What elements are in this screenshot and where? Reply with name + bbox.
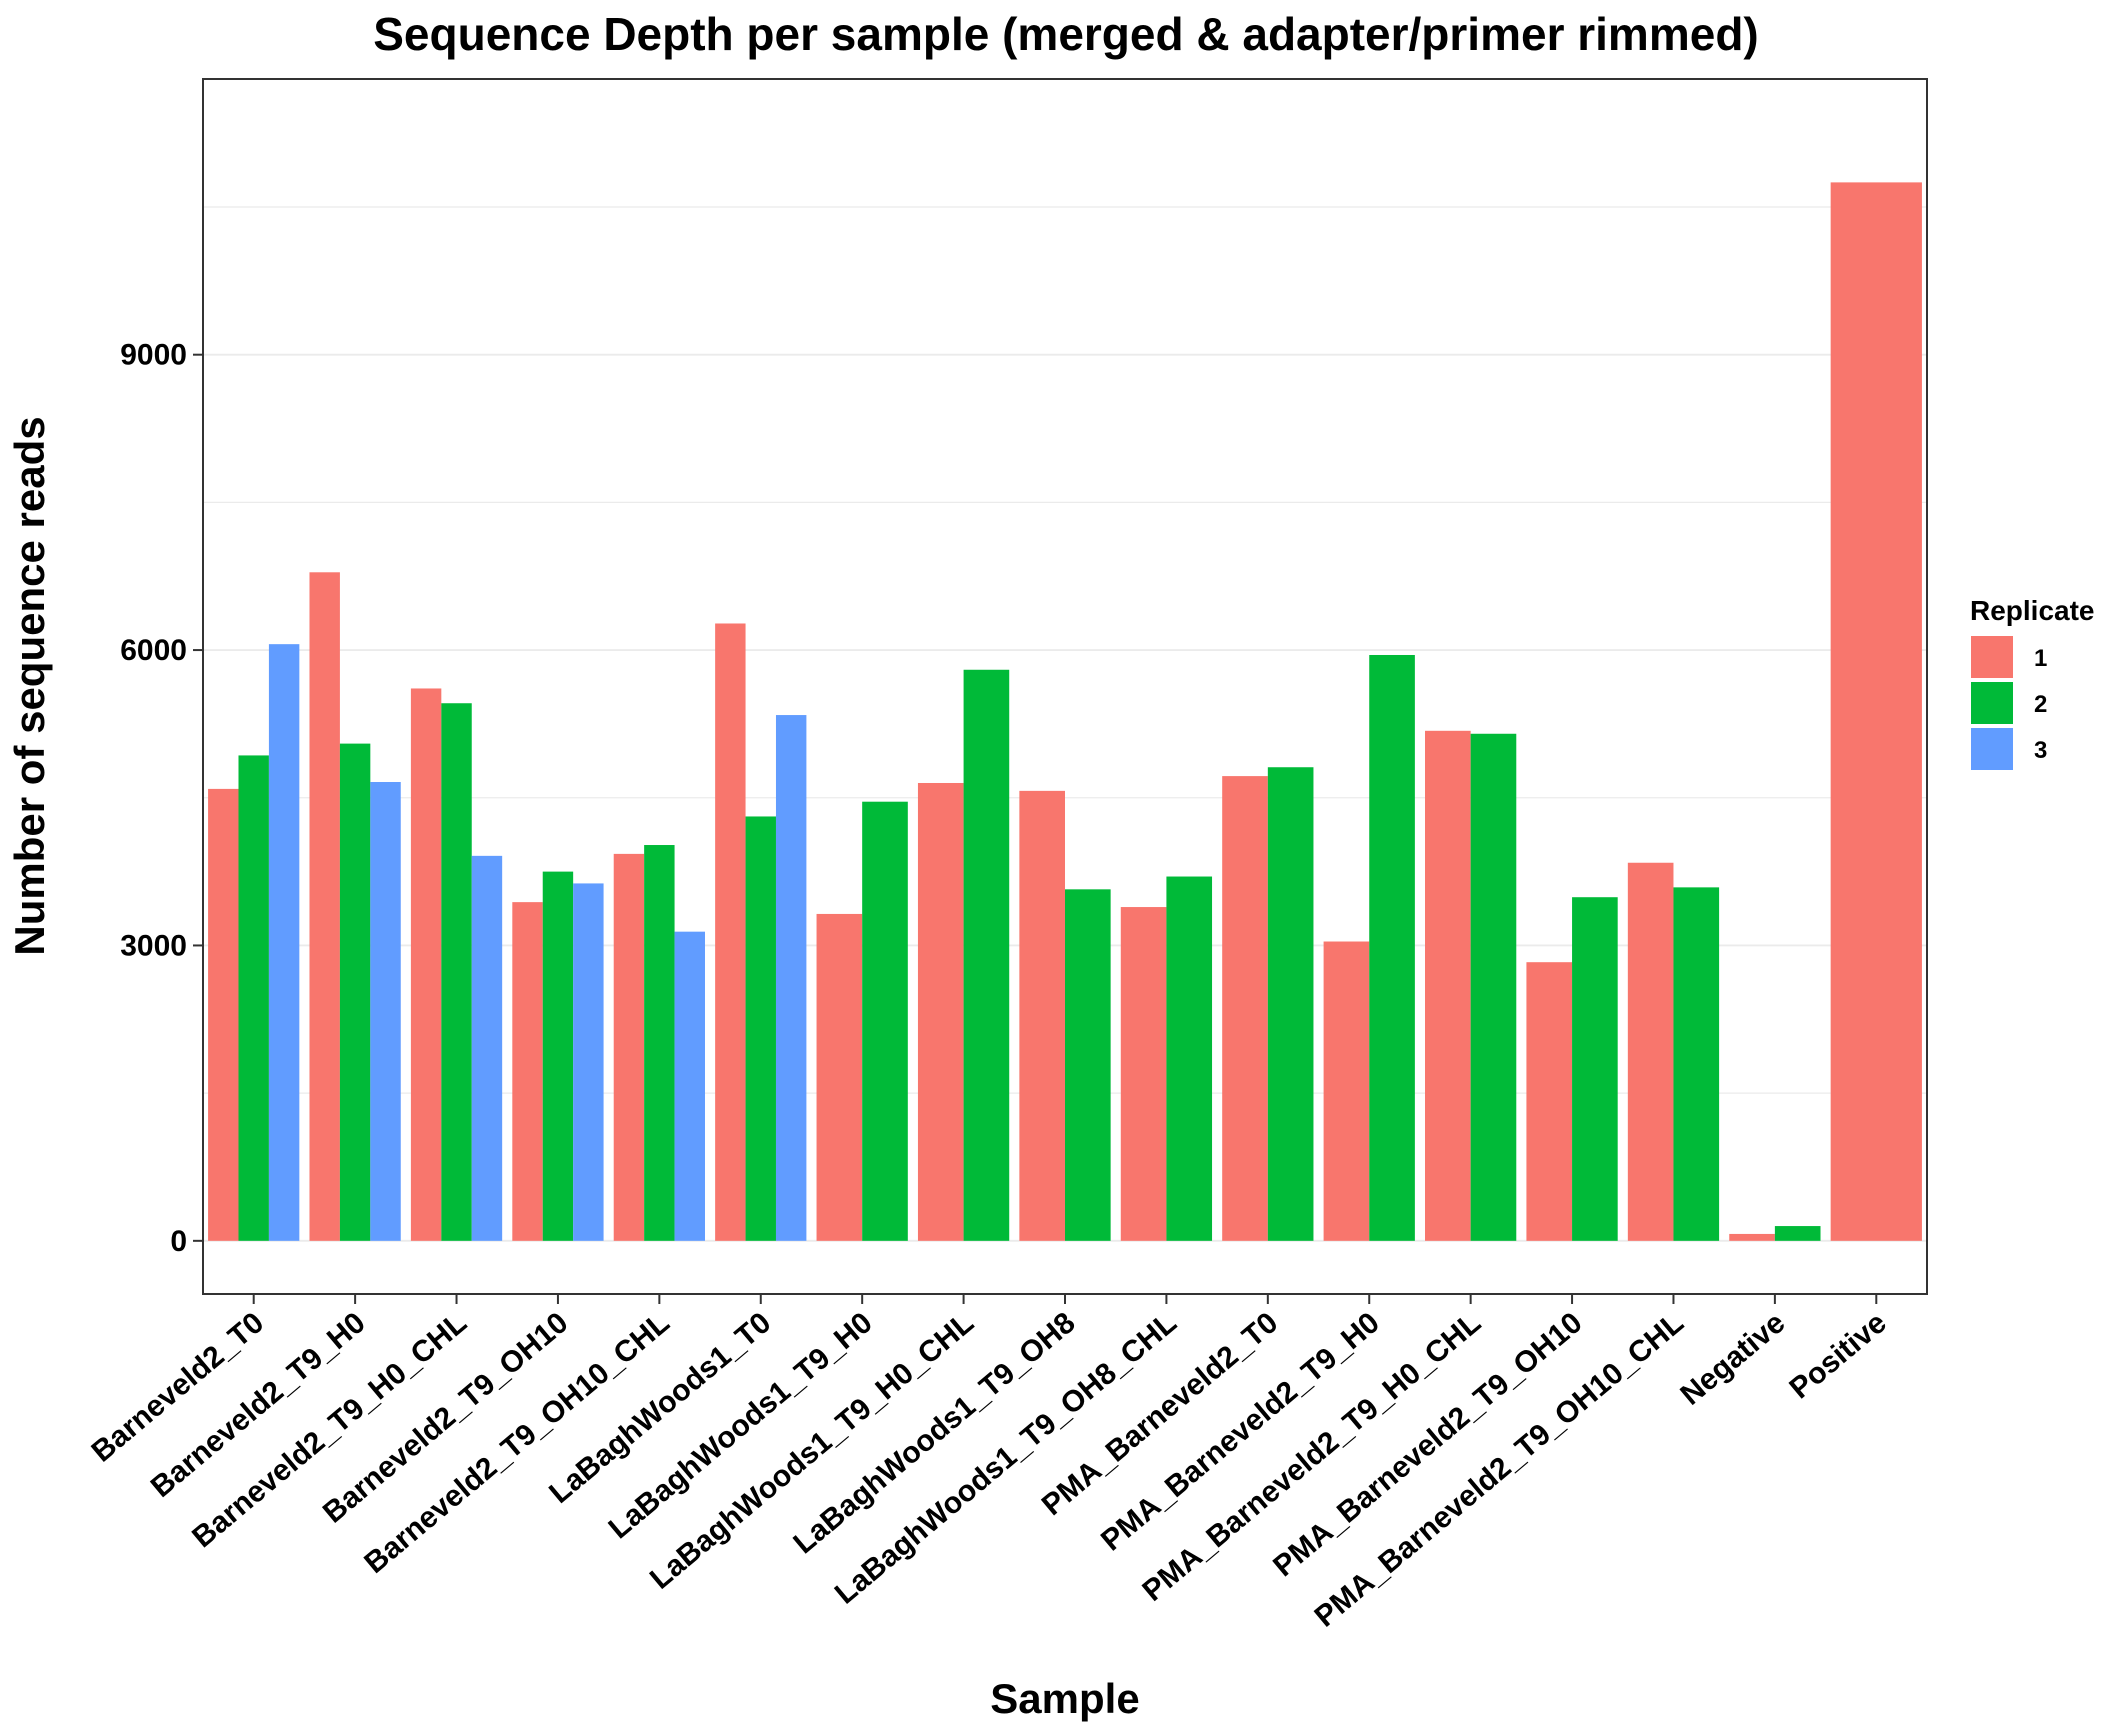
bar-PMA_Barneveld2_T0-rep1: [1222, 776, 1268, 1241]
bar-Barneveld2_T0-rep2: [238, 755, 269, 1241]
bar-Barneveld2_T9_OH10_CHL-rep2: [644, 845, 675, 1241]
bar-PMA_Barneveld2_T9_H0-rep2: [1369, 654, 1415, 1241]
bar-Barneveld2_T9_OH10_CHL-rep1: [613, 853, 645, 1241]
bar-LaBaghWoods1_T9_H0_CHL-rep2: [963, 669, 1010, 1241]
bar-LaBaghWoods1_T9_H0-rep2: [862, 801, 908, 1241]
bar-LaBaghWoods1_T9_H0-rep1: [816, 913, 863, 1241]
legend-label-rep1: 1: [2034, 645, 2047, 672]
bar-PMA_Barneveld2_T9_OH10-rep2: [1572, 897, 1618, 1241]
bar-Barneveld2_T9_H0-rep3: [370, 782, 401, 1241]
bar-LaBaghWoods1_T9_OH8_CHL-rep1: [1120, 907, 1167, 1241]
bar-Positive-rep1: [1830, 182, 1922, 1241]
bar-PMA_Barneveld2_T9_H0_CHL-rep1: [1425, 730, 1471, 1241]
bar-Negative-rep2: [1774, 1226, 1821, 1241]
bar-Barneveld2_T9_OH10-rep3: [573, 883, 604, 1241]
bar-PMA_Barneveld2_T9_OH10-rep1: [1526, 962, 1573, 1241]
bars: [208, 182, 1922, 1241]
legend: Replicate 1 2 3: [1969, 595, 2095, 772]
bar-LaBaghWoods1_T0-rep1: [715, 623, 746, 1241]
y-tick-label: 3000: [120, 929, 187, 962]
bar-LaBaghWoods1_T0-rep2: [745, 816, 776, 1241]
bar-Barneveld2_T0-rep3: [268, 644, 300, 1241]
chart-title: Sequence Depth per sample (merged & adap…: [373, 8, 1759, 60]
bar-LaBaghWoods1_T9_OH8_CHL-rep2: [1166, 876, 1213, 1241]
y-tick-label: 0: [170, 1225, 187, 1258]
legend-key-rep1: [1969, 634, 2015, 680]
y-axis: 0 3000 6000 9000: [120, 339, 203, 1258]
bar-LaBaghWoods1_T0-rep3: [775, 715, 807, 1241]
bar-LaBaghWoods1_T9_H0_CHL-rep1: [917, 782, 964, 1241]
bar-Barneveld2_T9_OH10-rep2: [542, 871, 574, 1241]
bar-Barneveld2_T9_H0-rep2: [339, 743, 371, 1241]
legend-label-rep3: 3: [2034, 737, 2047, 764]
bar-Barneveld2_T9_H0-rep1: [309, 572, 340, 1241]
y-tick-label: 9000: [120, 339, 187, 372]
bar-LaBaghWoods1_T9_OH8-rep2: [1065, 889, 1111, 1241]
legend-key-rep2: [1969, 680, 2015, 726]
bar-PMA_Barneveld2_T0-rep2: [1267, 767, 1314, 1241]
legend-title: Replicate: [1970, 595, 2095, 626]
bar-PMA_Barneveld2_T9_H0-rep1: [1323, 941, 1370, 1241]
bar-PMA_Barneveld2_T9_OH10_CHL-rep2: [1673, 887, 1720, 1241]
bar-Barneveld2_T9_OH10_CHL-rep3: [674, 931, 705, 1241]
bar-PMA_Barneveld2_T9_OH10_CHL-rep1: [1627, 862, 1674, 1241]
y-tick-label: 6000: [120, 634, 187, 667]
bar-Barneveld2_T9_H0_CHL-rep2: [441, 703, 472, 1241]
legend-label-rep2: 2: [2034, 691, 2047, 718]
x-axis-title: Sample: [990, 1675, 1139, 1722]
bar-Barneveld2_T9_H0_CHL-rep1: [410, 688, 442, 1241]
bar-Barneveld2_T9_OH10-rep1: [512, 902, 543, 1241]
legend-key-rep3: [1969, 726, 2015, 772]
bar-LaBaghWoods1_T9_OH8-rep1: [1019, 790, 1065, 1241]
bar-Negative-rep1: [1729, 1233, 1775, 1241]
bar-Barneveld2_T9_H0_CHL-rep3: [471, 855, 503, 1241]
y-axis-title: Number of sequence reads: [6, 416, 53, 955]
bar-PMA_Barneveld2_T9_H0_CHL-rep2: [1470, 733, 1517, 1241]
bar-Barneveld2_T0-rep1: [208, 788, 239, 1241]
